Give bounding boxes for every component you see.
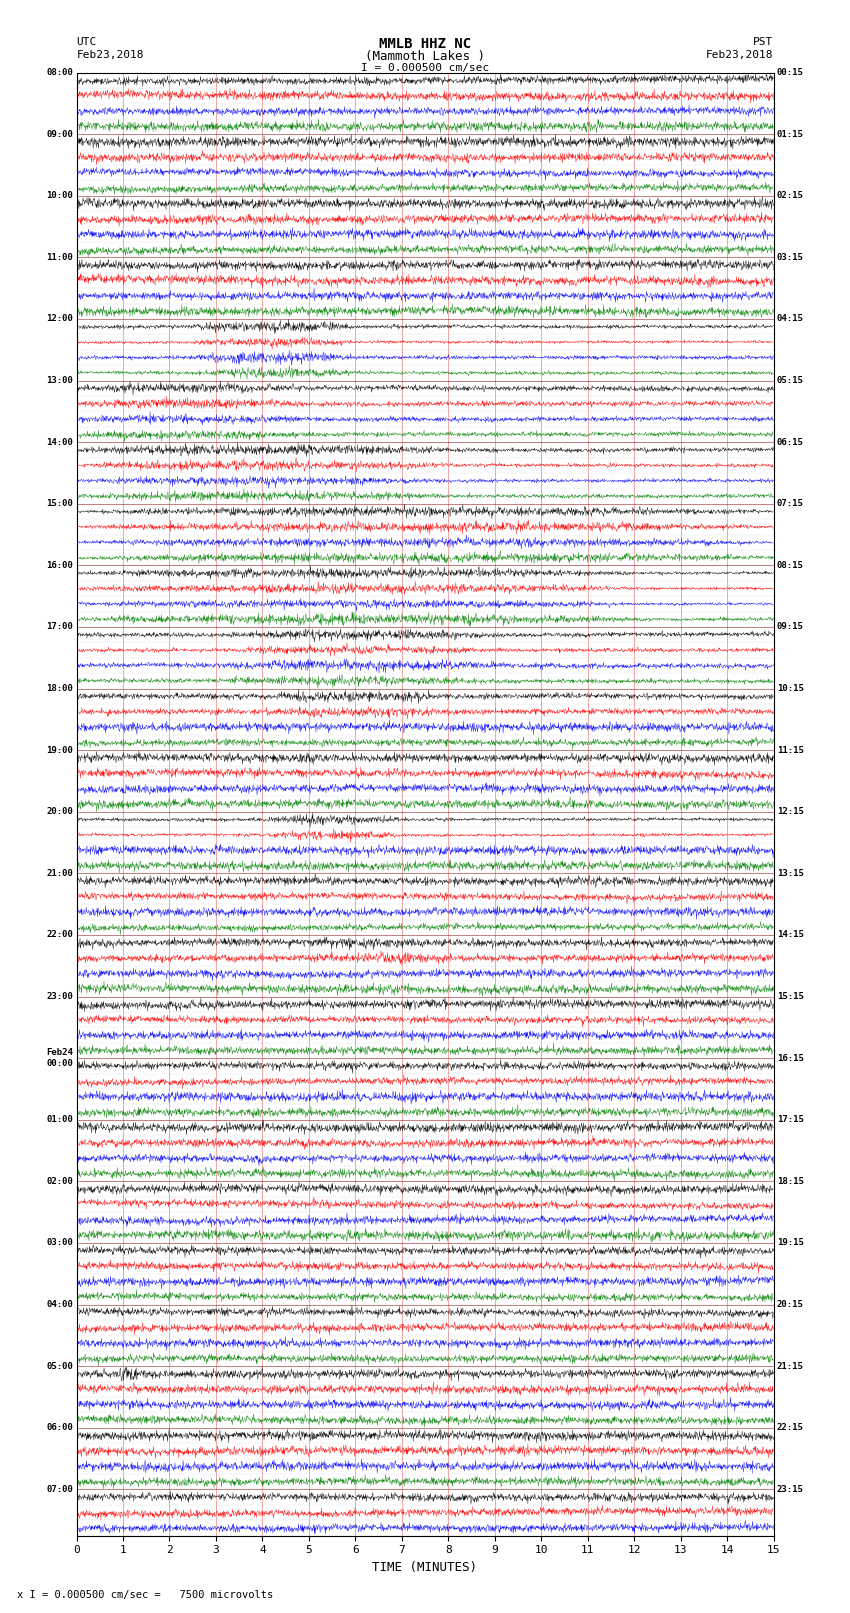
Text: 12:15: 12:15 xyxy=(777,806,804,816)
Text: 19:15: 19:15 xyxy=(777,1239,804,1247)
Text: 18:00: 18:00 xyxy=(46,684,73,694)
Text: 03:15: 03:15 xyxy=(777,253,804,261)
Text: UTC: UTC xyxy=(76,37,97,47)
Text: 11:15: 11:15 xyxy=(777,745,804,755)
Text: 21:15: 21:15 xyxy=(777,1361,804,1371)
Text: 01:15: 01:15 xyxy=(777,129,804,139)
Text: 00:15: 00:15 xyxy=(777,68,804,77)
Text: 10:00: 10:00 xyxy=(46,192,73,200)
Text: 04:15: 04:15 xyxy=(777,315,804,324)
Text: 06:15: 06:15 xyxy=(777,437,804,447)
Text: 05:00: 05:00 xyxy=(46,1361,73,1371)
Text: 12:00: 12:00 xyxy=(46,315,73,324)
Text: 16:00: 16:00 xyxy=(46,561,73,569)
Text: I = 0.000500 cm/sec: I = 0.000500 cm/sec xyxy=(361,63,489,73)
Text: 15:15: 15:15 xyxy=(777,992,804,1002)
Text: MMLB HHZ NC: MMLB HHZ NC xyxy=(379,37,471,52)
Text: 10:15: 10:15 xyxy=(777,684,804,694)
Text: x I = 0.000500 cm/sec =   7500 microvolts: x I = 0.000500 cm/sec = 7500 microvolts xyxy=(17,1590,273,1600)
Text: 15:00: 15:00 xyxy=(46,500,73,508)
Text: Feb24
00:00: Feb24 00:00 xyxy=(46,1048,73,1068)
Text: 17:00: 17:00 xyxy=(46,623,73,631)
Text: 19:00: 19:00 xyxy=(46,745,73,755)
Text: 07:15: 07:15 xyxy=(777,500,804,508)
Text: 02:00: 02:00 xyxy=(46,1177,73,1186)
Text: 16:15: 16:15 xyxy=(777,1053,804,1063)
Text: PST: PST xyxy=(753,37,774,47)
Text: 02:15: 02:15 xyxy=(777,192,804,200)
Text: 20:00: 20:00 xyxy=(46,806,73,816)
Text: 14:00: 14:00 xyxy=(46,437,73,447)
Text: 21:00: 21:00 xyxy=(46,869,73,877)
Text: (Mammoth Lakes ): (Mammoth Lakes ) xyxy=(365,50,485,63)
Text: 01:00: 01:00 xyxy=(46,1115,73,1124)
Text: 23:00: 23:00 xyxy=(46,992,73,1002)
Text: 08:00: 08:00 xyxy=(46,68,73,77)
Text: 03:00: 03:00 xyxy=(46,1239,73,1247)
Text: 22:15: 22:15 xyxy=(777,1423,804,1432)
Text: 09:15: 09:15 xyxy=(777,623,804,631)
Text: 13:00: 13:00 xyxy=(46,376,73,386)
Text: 09:00: 09:00 xyxy=(46,129,73,139)
Text: 05:15: 05:15 xyxy=(777,376,804,386)
Text: 08:15: 08:15 xyxy=(777,561,804,569)
Text: 13:15: 13:15 xyxy=(777,869,804,877)
Text: 18:15: 18:15 xyxy=(777,1177,804,1186)
Text: Feb23,2018: Feb23,2018 xyxy=(76,50,144,60)
Text: 17:15: 17:15 xyxy=(777,1115,804,1124)
Text: 04:00: 04:00 xyxy=(46,1300,73,1310)
Text: 22:00: 22:00 xyxy=(46,931,73,939)
Text: 14:15: 14:15 xyxy=(777,931,804,939)
X-axis label: TIME (MINUTES): TIME (MINUTES) xyxy=(372,1561,478,1574)
Text: 23:15: 23:15 xyxy=(777,1486,804,1494)
Text: Feb23,2018: Feb23,2018 xyxy=(706,50,774,60)
Text: 06:00: 06:00 xyxy=(46,1423,73,1432)
Text: 20:15: 20:15 xyxy=(777,1300,804,1310)
Text: 07:00: 07:00 xyxy=(46,1486,73,1494)
Text: 11:00: 11:00 xyxy=(46,253,73,261)
